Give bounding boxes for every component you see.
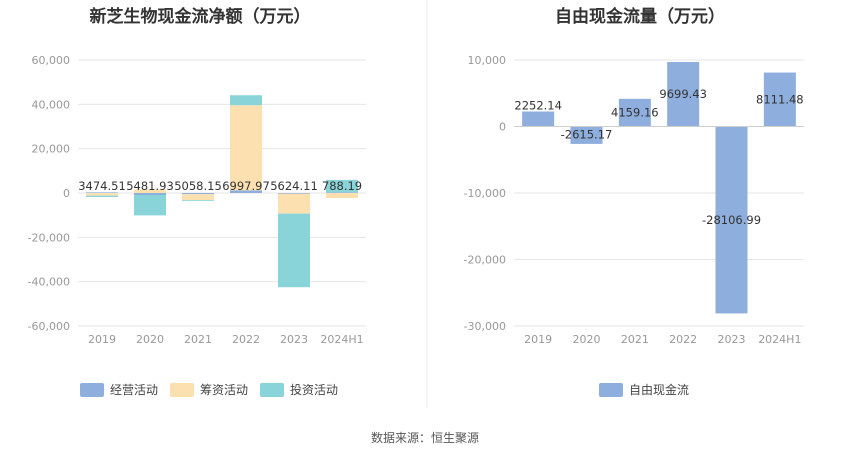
data-labels: 3474.51 5481.93 5058.15 6997.97 5624.11 788.1… — [78, 179, 362, 193]
data-label: 9699.43 — [659, 87, 707, 101]
data-label: 788.19 — [322, 179, 362, 193]
y-tick-label: 20,000 — [32, 143, 71, 156]
legend-label[interactable]: 经营活动 — [110, 383, 158, 397]
bar-自由现金流 — [715, 126, 748, 314]
bar-筹资活动 — [278, 193, 310, 214]
grid-lines — [78, 59, 366, 327]
y-tick-label: -40,000 — [28, 276, 70, 289]
legend-swatch[interactable] — [80, 383, 104, 397]
bar-投资活动 — [230, 95, 262, 106]
legend-label[interactable]: 投资活动 — [290, 382, 338, 397]
x-tick-label: 2024H1 — [320, 333, 363, 346]
data-label: 5481.93 — [126, 179, 174, 193]
data-label: -28106.99 — [702, 213, 761, 227]
bar-经营活动 — [326, 192, 358, 194]
y-tick-label: 60,000 — [32, 54, 71, 67]
bar-经营活动 — [230, 190, 262, 193]
y-tick-label: 10,000 — [468, 54, 507, 67]
bar-经营活动 — [182, 193, 214, 195]
y-axis-ticks: 60,000 40,000 20,000 0 -20,000 -40,000 -60,000 — [28, 54, 70, 333]
bar-筹资活动 — [326, 193, 358, 199]
x-tick-label: 2022 — [232, 333, 260, 346]
cash-flow-net-chart: 新芝生物现金流净额（万元） 60,000 40,000 20,000 0 -20,000… — [28, 6, 366, 397]
x-tick-label: 2019 — [524, 333, 552, 346]
bar-投资活动 — [182, 200, 214, 201]
data-label: -2615.17 — [561, 128, 613, 142]
data-source: 数据来源：恒生聚源 — [371, 430, 479, 445]
bar-筹资活动 — [134, 189, 166, 193]
bar-投资活动 — [134, 194, 166, 216]
bar-自由现金流 — [570, 126, 603, 144]
data-label: 5058.15 — [174, 179, 222, 193]
bar-经营活动 — [86, 192, 118, 194]
x-tick-label: 2023 — [718, 333, 746, 346]
x-tick-label: 2023 — [280, 333, 308, 346]
bar-筹资活动 — [86, 193, 118, 196]
x-tick-label: 2020 — [573, 333, 601, 346]
chart-title: 新芝生物现金流净额（万元） — [90, 6, 311, 27]
bars — [86, 95, 358, 288]
data-label: 2252.14 — [514, 99, 562, 113]
x-axis-ticks: 2019 2020 2021 2022 2023 2024H1 — [88, 333, 364, 346]
y-tick-label: -30,000 — [464, 320, 506, 333]
y-tick-label: 0 — [63, 187, 70, 200]
data-label: 3474.51 — [78, 179, 126, 193]
legend-label[interactable]: 自由现金流 — [629, 382, 689, 397]
data-label: 6997.97 — [222, 179, 270, 193]
bar-自由现金流 — [522, 111, 555, 127]
y-tick-label: -20,000 — [28, 231, 70, 244]
bar-经营活动 — [134, 193, 166, 195]
y-axis-ticks: 10,000 0 -10,000 -20,000 -30,000 — [464, 54, 506, 333]
bar-投资活动 — [326, 179, 358, 193]
bar-经营活动 — [278, 193, 310, 194]
legend[interactable]: 经营活动 筹资活动 投资活动 — [80, 382, 338, 397]
chart-title: 自由现金流量（万元） — [555, 6, 725, 27]
x-tick-label: 2024H1 — [758, 333, 801, 346]
bar-自由现金流 — [763, 72, 796, 127]
x-tick-label: 2021 — [184, 333, 212, 346]
bars — [514, 61, 804, 314]
free-cash-flow-chart: 自由现金流量（万元） 10,0000-10,000-20,000-30,000 … — [464, 6, 804, 397]
data-label: 8111.48 — [756, 93, 804, 107]
bar-投资活动 — [86, 195, 118, 197]
x-tick-label: 2020 — [136, 333, 164, 346]
data-label: 5624.11 — [270, 179, 318, 193]
legend-swatch[interactable] — [260, 383, 284, 397]
y-tick-label: 40,000 — [32, 98, 71, 111]
x-tick-label: 2021 — [621, 333, 649, 346]
legend-swatch[interactable] — [170, 383, 194, 397]
bar-自由现金流 — [618, 98, 651, 127]
legend-swatch[interactable] — [599, 383, 623, 397]
y-tick-label: -60,000 — [28, 320, 70, 333]
bar-筹资活动 — [230, 105, 262, 191]
data-label: 4159.16 — [611, 106, 659, 120]
x-axis-ticks: 2019 2020 2021 2022 2023 2024H1 — [524, 333, 801, 346]
x-tick-label: 2019 — [88, 333, 116, 346]
bar-投资活动 — [278, 213, 310, 288]
y-tick-label: 0 — [499, 121, 506, 134]
x-tick-label: 2022 — [669, 333, 697, 346]
y-tick-label: -10,000 — [464, 187, 506, 200]
legend-label[interactable]: 筹资活动 — [200, 383, 248, 397]
bar-自由现金流 — [667, 61, 700, 127]
y-tick-label: -20,000 — [464, 254, 506, 267]
legend[interactable]: 自由现金流 — [599, 382, 689, 397]
bar-筹资活动 — [182, 194, 214, 201]
